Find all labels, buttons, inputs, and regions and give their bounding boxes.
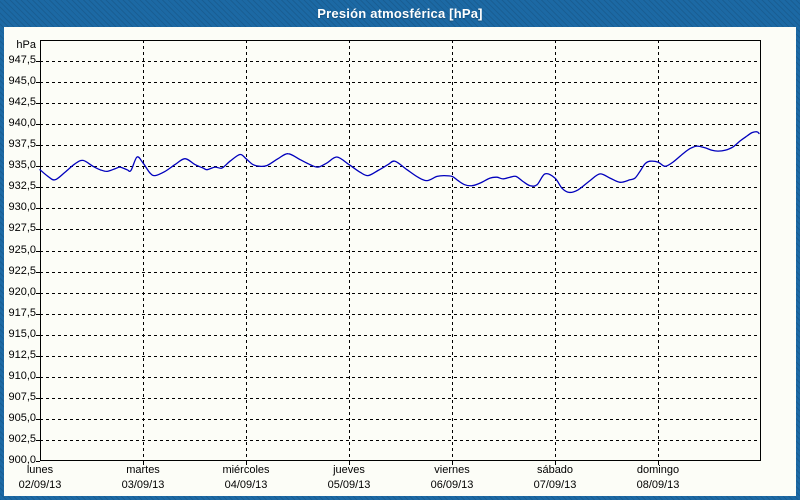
- y-axis-unit-label: hPa: [16, 39, 36, 51]
- pressure-series-line: [39, 131, 760, 194]
- window-titlebar: Presión atmosférica [hPa]: [0, 0, 800, 27]
- chart-panel: [4, 27, 796, 496]
- window-title: Presión atmosférica [hPa]: [317, 6, 483, 21]
